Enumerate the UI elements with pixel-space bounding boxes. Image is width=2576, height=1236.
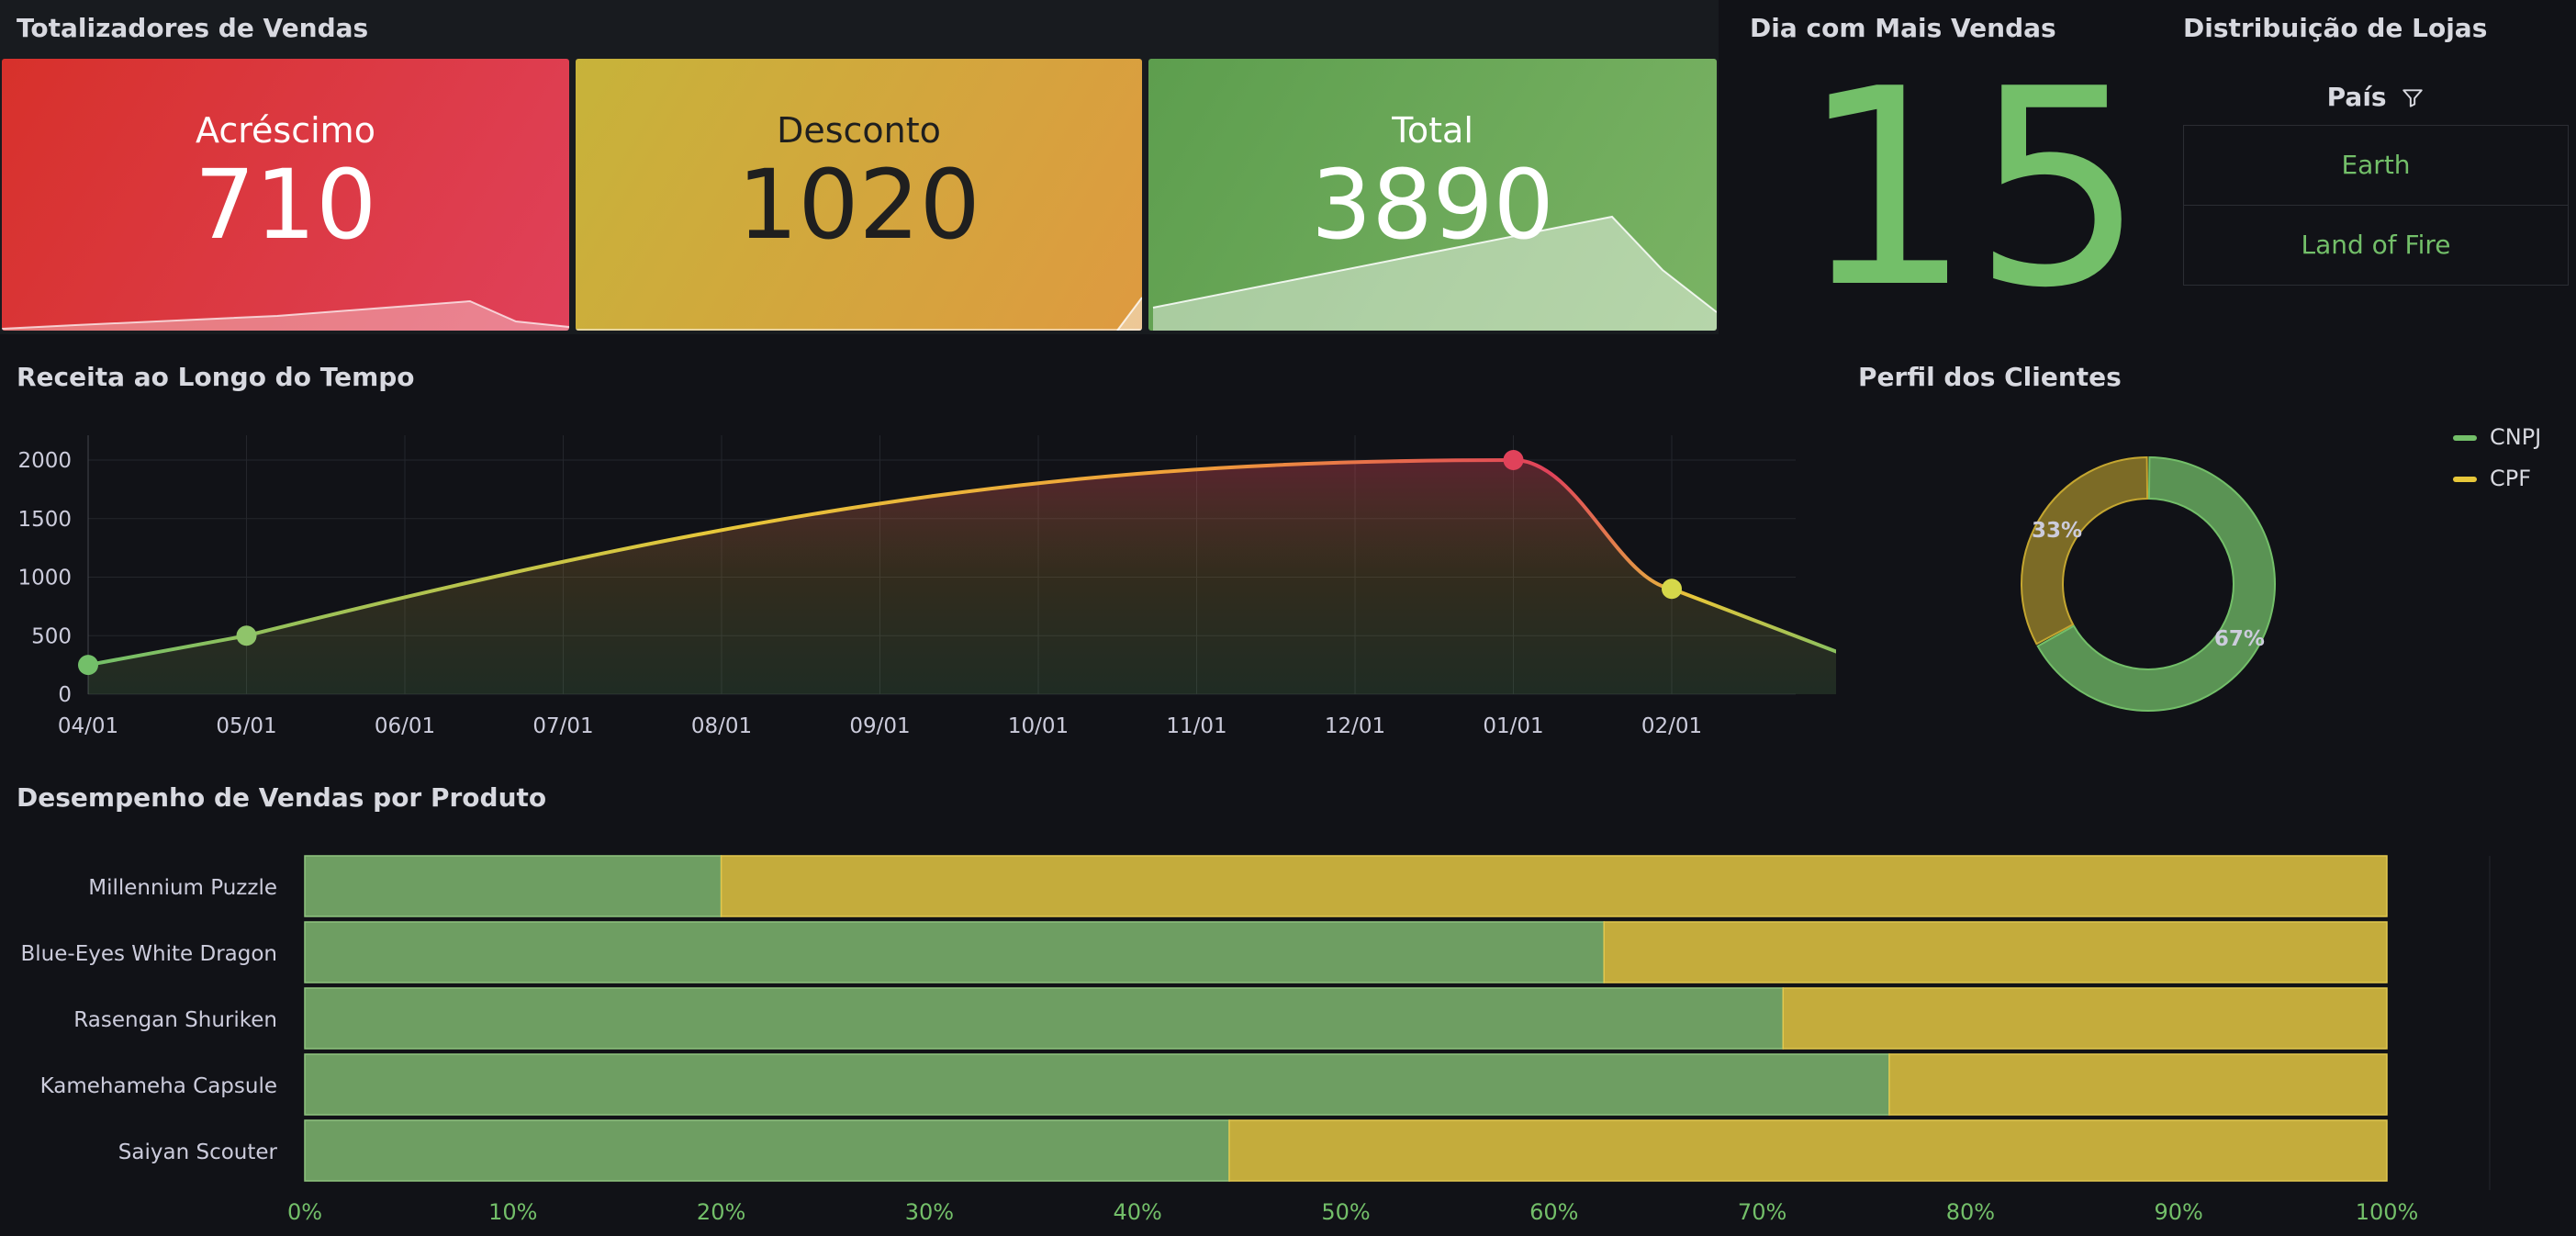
stat-value: 1020 (737, 149, 980, 261)
panel-title[interactable]: Totalizadores de Vendas (17, 13, 369, 43)
x-tick-label: 70% (1738, 1199, 1786, 1225)
bar-segment (720, 855, 2388, 917)
sparkline (576, 297, 1142, 331)
data-point (1662, 579, 1682, 600)
revenue-title[interactable]: Receita ao Longo do Tempo (17, 362, 415, 392)
x-tick-label: 20% (697, 1199, 745, 1225)
category-label: Blue-Eyes White Dragon (21, 942, 277, 966)
customer-donut-chart: 67% 33% (2021, 455, 2276, 712)
stat-label: Acréscimo (196, 110, 375, 151)
column-header-country: País (2326, 82, 2387, 112)
bar-segment (304, 921, 1605, 983)
filter-icon[interactable] (2401, 86, 2425, 110)
slice-label: 33% (2032, 519, 2082, 543)
sparkline (2, 299, 569, 331)
y-tick-label: 1500 (17, 508, 72, 532)
x-tick-label: 40% (1114, 1199, 1162, 1225)
table-row[interactable]: Land of Fire (2183, 206, 2569, 286)
bar-segment (1603, 921, 2388, 983)
legend-label: CPF (2490, 466, 2532, 491)
stat-label: Total (1392, 110, 1473, 151)
x-tick-label: 10/01 (1008, 714, 1069, 738)
stores-table: País Earth Land of Fire (2183, 70, 2569, 286)
x-tick-label: 07/01 (532, 714, 593, 738)
series-line (87, 457, 1836, 668)
area-fill (88, 460, 1836, 694)
x-tick-label: 60% (1529, 1199, 1578, 1225)
legend-swatch (2453, 477, 2477, 482)
pie-slice (2036, 455, 2276, 712)
best-day-value: 15 (1799, 30, 2145, 347)
x-tick-label: 06/01 (375, 714, 435, 738)
x-tick-label: 08/01 (691, 714, 752, 738)
legend-label: CNPJ (2490, 424, 2542, 450)
y-tick-label: 0 (58, 683, 72, 707)
stat-total: Total 3890 (1148, 59, 1717, 331)
y-tick-label: 500 (31, 624, 72, 648)
x-tick-label: 50% (1321, 1199, 1370, 1225)
product-bar-chart: Millennium Puzzle Blue-Eyes White Dragon R… (21, 855, 2491, 1225)
data-point (236, 625, 257, 646)
bar-segment (304, 987, 1785, 1050)
legend-item[interactable]: CPF (2453, 466, 2531, 491)
x-tick-label: 12/01 (1325, 714, 1385, 738)
y-tick-label: 2000 (17, 449, 72, 473)
data-point (78, 655, 98, 676)
x-tick-label: 02/01 (1641, 714, 1702, 738)
x-tick-label: 09/01 (849, 714, 910, 738)
x-tick-label: 04/01 (58, 714, 118, 738)
stat-value: 3890 (1311, 149, 1554, 261)
bar-segment (1888, 1053, 2388, 1116)
bar-segment (304, 1053, 1890, 1116)
stat-label: Desconto (777, 110, 941, 151)
revenue-line-chart: 0 500 1000 1500 2000 04/01 05/01 06/01 07/01 08/0… (17, 435, 1836, 738)
bar-segment (304, 1119, 1230, 1182)
table-header[interactable]: País (2183, 70, 2569, 126)
x-tick-label: 100% (2356, 1199, 2419, 1225)
category-label: Saiyan Scouter (118, 1140, 278, 1164)
category-label: Rasengan Shuriken (73, 1008, 277, 1032)
customers-title[interactable]: Perfil dos Clientes (1858, 362, 2122, 392)
category-label: Millennium Puzzle (88, 876, 277, 900)
best-day-title[interactable]: Dia com Mais Vendas (1750, 13, 2056, 43)
bar-segment (1228, 1119, 2388, 1182)
x-tick-label: 10% (488, 1199, 537, 1225)
legend-item[interactable]: CNPJ (2453, 424, 2541, 450)
data-point (1503, 450, 1524, 470)
stat-acrescimo: Acréscimo 710 (2, 59, 569, 331)
products-title[interactable]: Desempenho de Vendas por Produto (17, 782, 547, 813)
legend-swatch (2453, 435, 2477, 441)
slice-label: 67% (2214, 627, 2265, 651)
x-tick-label: 11/01 (1166, 714, 1226, 738)
x-tick-label: 0% (287, 1199, 322, 1225)
pie-slice (2021, 455, 2149, 646)
stores-title[interactable]: Distribuição de Lojas (2183, 13, 2488, 43)
table-row[interactable]: Earth (2183, 126, 2569, 206)
x-tick-label: 01/01 (1483, 714, 1543, 738)
x-tick-label: 90% (2155, 1199, 2203, 1225)
stat-value: 710 (194, 149, 377, 261)
x-tick-label: 05/01 (216, 714, 276, 738)
y-tick-label: 1000 (17, 567, 72, 590)
bar-segment (1782, 987, 2388, 1050)
sparkline (1152, 215, 1717, 331)
category-label: Kamehameha Capsule (40, 1074, 277, 1098)
x-tick-label: 80% (1946, 1199, 1995, 1225)
bar-segment (304, 855, 722, 917)
stat-desconto: Desconto 1020 (576, 59, 1142, 331)
x-tick-label: 30% (905, 1199, 954, 1225)
